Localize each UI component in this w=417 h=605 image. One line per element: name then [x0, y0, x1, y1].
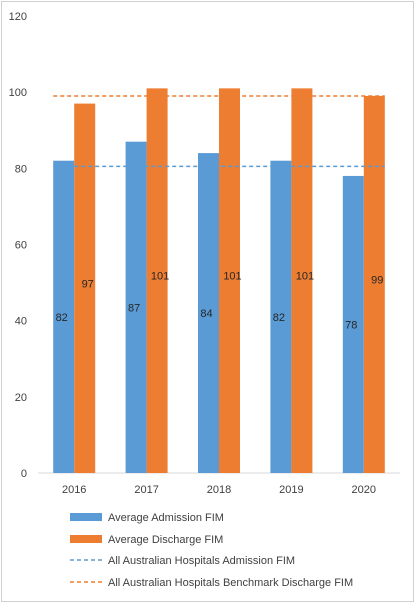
data-label-admission-2019: 82 — [273, 312, 285, 324]
data-label-discharge-2019: 101 — [296, 271, 314, 283]
data-label-discharge-2020: 99 — [371, 274, 383, 286]
x-tick-label-2016: 2016 — [62, 484, 86, 496]
data-label-admission-2018: 84 — [200, 308, 212, 320]
bar-discharge-2016 — [74, 103, 96, 473]
legend-label-admission: Average Admission FIM — [108, 512, 224, 524]
legend-label-benchmark-discharge: All Australian Hospitals Benchmark Disch… — [108, 577, 353, 589]
bar-admission-2016 — [53, 160, 75, 473]
y-tick-label-60: 60 — [15, 240, 27, 252]
legend-label-benchmark-admission: All Australian Hospitals Admission FIM — [108, 555, 295, 567]
data-label-admission-2020: 78 — [345, 319, 357, 331]
y-tick-label-100: 100 — [9, 87, 27, 99]
data-label-discharge-2016: 97 — [82, 278, 94, 290]
y-tick-label-80: 80 — [15, 163, 27, 175]
y-tick-label-0: 0 — [21, 468, 27, 480]
data-label-discharge-2017: 101 — [151, 271, 169, 283]
bar-discharge-2019 — [291, 88, 313, 473]
legend-swatch-admission — [70, 513, 102, 521]
data-label-admission-2016: 82 — [56, 312, 68, 324]
x-tick-label-2017: 2017 — [134, 484, 158, 496]
bar-admission-2018 — [198, 153, 219, 473]
bar-admission-2019 — [270, 160, 292, 473]
data-label-admission-2017: 87 — [128, 302, 140, 314]
legend-swatch-discharge — [70, 535, 102, 543]
data-label-discharge-2018: 101 — [223, 271, 241, 283]
x-tick-label-2019: 2019 — [279, 484, 303, 496]
y-tick-label-120: 120 — [9, 11, 27, 23]
bar-discharge-2017 — [146, 88, 168, 473]
x-tick-label-2020: 2020 — [352, 484, 376, 496]
legend: Average Admission FIM Average Discharge F… — [70, 512, 353, 589]
y-tick-label-20: 20 — [15, 392, 27, 404]
legend-label-discharge: Average Discharge FIM — [108, 534, 223, 546]
y-tick-label-40: 40 — [15, 316, 27, 328]
plot-area: 0 20 40 60 80 100 120 82 97 2016 87 101 2017 84 101 201… — [9, 11, 400, 496]
x-tick-label-2018: 2018 — [207, 484, 231, 496]
bar-discharge-2018 — [219, 88, 240, 473]
bar-admission-2020 — [342, 175, 364, 473]
bar-admission-2017 — [125, 141, 147, 474]
bar-discharge-2020 — [363, 95, 385, 473]
